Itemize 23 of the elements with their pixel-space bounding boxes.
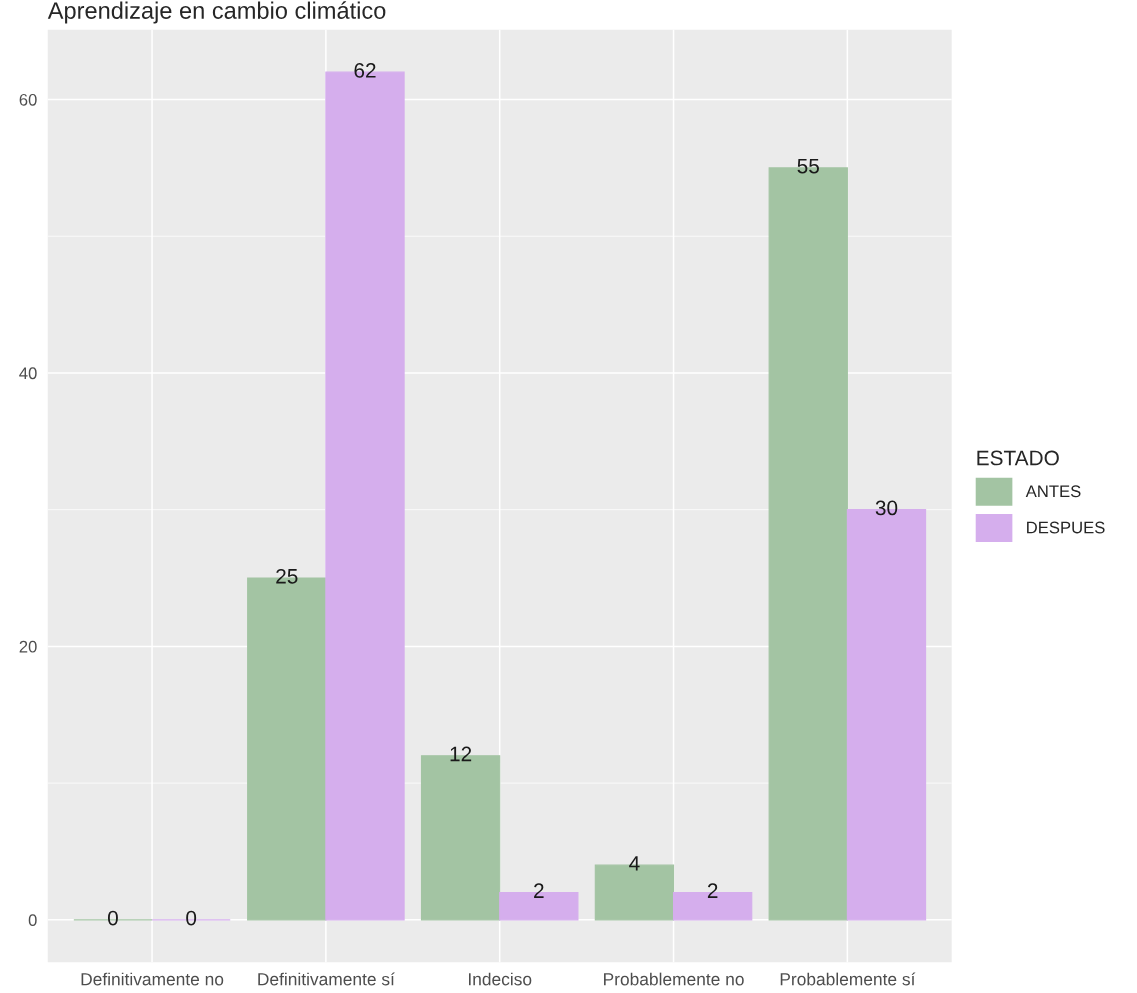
data-label: 62: [354, 63, 376, 78]
data-label: 12: [450, 746, 472, 762]
data-label: 2: [534, 883, 544, 898]
y-tick-label: 0: [28, 914, 37, 927]
x-tick-label: Indeciso: [468, 972, 532, 986]
data-label: 0: [107, 910, 118, 926]
y-tick-label: 40: [19, 367, 37, 380]
legend-title: ESTADO: [977, 450, 1059, 466]
x-tick-label: Definitivamente sí: [258, 972, 395, 986]
data-label: 4: [629, 856, 640, 871]
data-label: 25: [276, 568, 298, 584]
data-label: 30: [875, 500, 898, 516]
y-tick-label: 20: [19, 640, 37, 653]
chart-title: Aprendizaje en cambio climático: [47, 1, 386, 24]
legend-label: ANTES: [1025, 485, 1081, 498]
data-label: 0: [186, 910, 197, 926]
x-tick-label: Probablemente no: [604, 972, 744, 986]
data-label: 2: [707, 883, 718, 898]
x-tick-label: Probablemente sí: [780, 972, 916, 986]
data-label: 55: [797, 158, 819, 174]
x-tick-label: Definitivamente no: [81, 972, 224, 986]
legend-label: DESPUES: [1027, 521, 1105, 534]
y-tick-label: 60: [19, 93, 37, 106]
